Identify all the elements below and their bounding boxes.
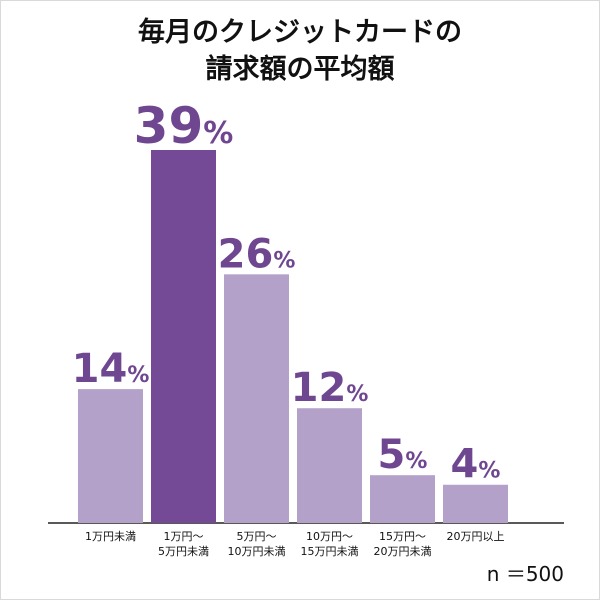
category-label-2: 5万円〜 10万円未満 <box>228 530 286 558</box>
category-label-3: 10万円〜 15万円未満 <box>301 530 359 558</box>
chart-title-line-2: 請求額の平均額 <box>205 54 395 85</box>
bar-2 <box>224 274 289 523</box>
category-label-1: 1万円〜 5万円未満 <box>158 530 209 558</box>
value-label-4: 5% <box>378 432 428 478</box>
bar-1 <box>151 150 216 523</box>
chart-title-line-1: 毎月のクレジットカードの <box>138 17 462 48</box>
chart-title: 毎月のクレジットカードの 請求額の平均額 <box>0 14 600 88</box>
category-label-4: 15万円〜 20万円未満 <box>374 530 432 558</box>
value-label-0: 14% <box>72 346 150 392</box>
bar-3 <box>297 408 362 523</box>
value-label-3: 12% <box>291 365 369 411</box>
sample-size-label: n ＝500 <box>486 562 564 586</box>
value-label-2: 26% <box>218 231 296 277</box>
value-label-5: 4% <box>451 442 501 488</box>
bar-4 <box>370 475 435 523</box>
value-label-1: 39% <box>134 97 234 155</box>
category-label-0: 1万円未満 <box>85 530 136 543</box>
bar-5 <box>443 484 508 523</box>
bar-0 <box>78 389 143 523</box>
category-label-5: 20万円以上 <box>447 530 505 543</box>
